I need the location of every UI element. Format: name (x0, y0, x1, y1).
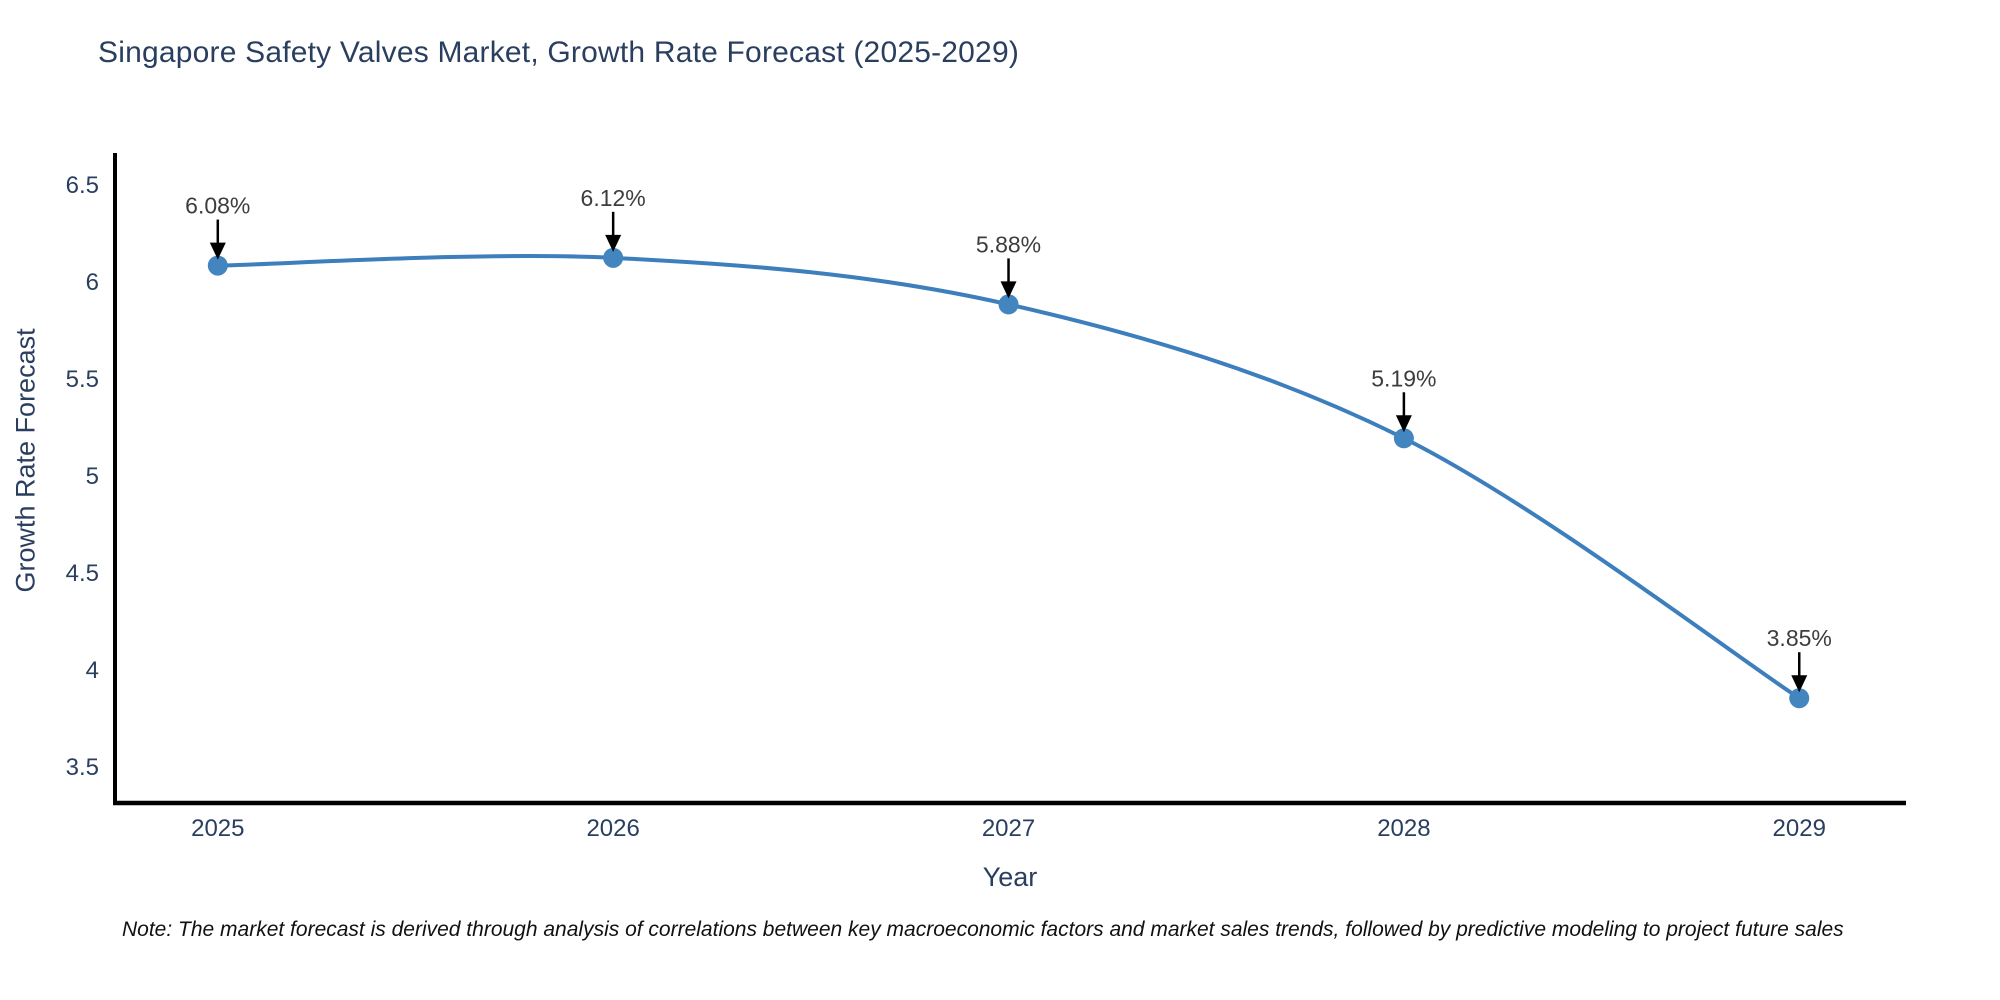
data-point-marker (1789, 688, 1810, 709)
y-tick-label: 4.5 (66, 560, 99, 587)
x-tick-label: 2028 (1377, 815, 1430, 842)
data-point-label: 3.85% (1767, 625, 1832, 651)
x-tick-label: 2027 (982, 815, 1035, 842)
data-point-label: 5.19% (1371, 365, 1436, 391)
data-point-marker (207, 255, 228, 276)
annotation-arrow-head (1791, 675, 1808, 693)
x-tick-label: 2029 (1773, 815, 1826, 842)
data-point-label: 6.08% (185, 193, 250, 219)
y-tick-label: 4 (86, 657, 99, 684)
y-tick-label: 6.5 (66, 172, 99, 199)
y-tick-label: 5 (86, 463, 99, 490)
x-tick-label: 2026 (586, 815, 639, 842)
data-point-label: 5.88% (976, 231, 1041, 257)
x-tick-label: 2025 (191, 815, 244, 842)
y-axis-title: Growth Rate Forecast (10, 328, 41, 593)
y-tick-label: 5.5 (66, 366, 99, 393)
series-line (215, 254, 1802, 701)
data-point-marker (998, 294, 1019, 315)
chart-title: Singapore Safety Valves Market, Growth R… (98, 36, 1020, 69)
data-point-label: 6.12% (581, 185, 646, 211)
annotation-arrow-head (1000, 281, 1017, 299)
annotation-arrow-head (1395, 415, 1412, 433)
annotation-arrow-head (209, 242, 226, 260)
x-axis-title: Year (982, 862, 1038, 892)
data-point-marker (603, 247, 624, 268)
y-tick-label: 3.5 (66, 754, 99, 781)
annotation-arrow-head (605, 234, 622, 252)
footnote: Note: The market forecast is derived thr… (122, 918, 1844, 941)
y-tick-label: 6 (86, 269, 99, 296)
data-point-marker (1393, 428, 1414, 449)
